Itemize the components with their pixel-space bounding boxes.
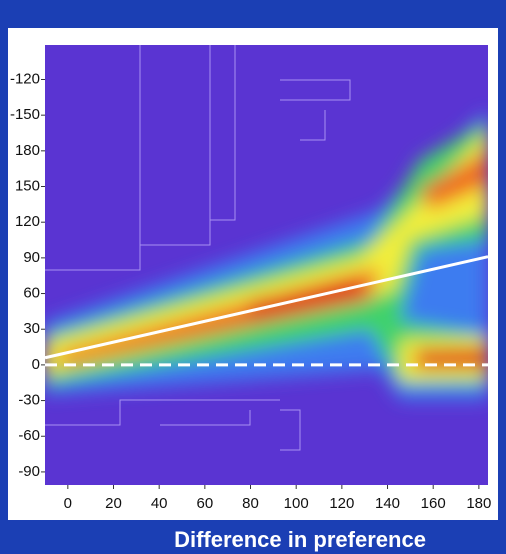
y-tick-label: 60 <box>23 285 40 302</box>
y-tick-label: -120 <box>10 70 40 87</box>
y-tick-label: 120 <box>15 213 40 230</box>
x-tick-label: 20 <box>105 495 122 512</box>
reference-line <box>44 255 489 360</box>
y-tick-label: 30 <box>23 320 40 337</box>
x-tick-label: 40 <box>151 495 168 512</box>
y-tick-label: 0 <box>32 356 40 373</box>
x-tick-label: 160 <box>421 495 446 512</box>
y-tick-label: -60 <box>18 427 40 444</box>
x-axis-label: Difference in preference <box>174 527 426 552</box>
heatmap <box>45 45 488 485</box>
y-tick-label: 150 <box>15 177 40 194</box>
y-tick-label: 90 <box>23 249 40 266</box>
x-tick-label: 140 <box>375 495 400 512</box>
x-tick-label: 120 <box>329 495 354 512</box>
y-tick-label: -150 <box>10 106 40 123</box>
y-tick-label: -30 <box>18 392 40 409</box>
x-tick-label: 60 <box>197 495 214 512</box>
x-tick-label: 80 <box>242 495 259 512</box>
x-tick-label: 100 <box>284 495 309 512</box>
y-tick-label: 180 <box>15 142 40 159</box>
y-tick-label: -90 <box>18 463 40 480</box>
x-tick-label: 0 <box>64 495 72 512</box>
x-tick-label: 180 <box>466 495 491 512</box>
